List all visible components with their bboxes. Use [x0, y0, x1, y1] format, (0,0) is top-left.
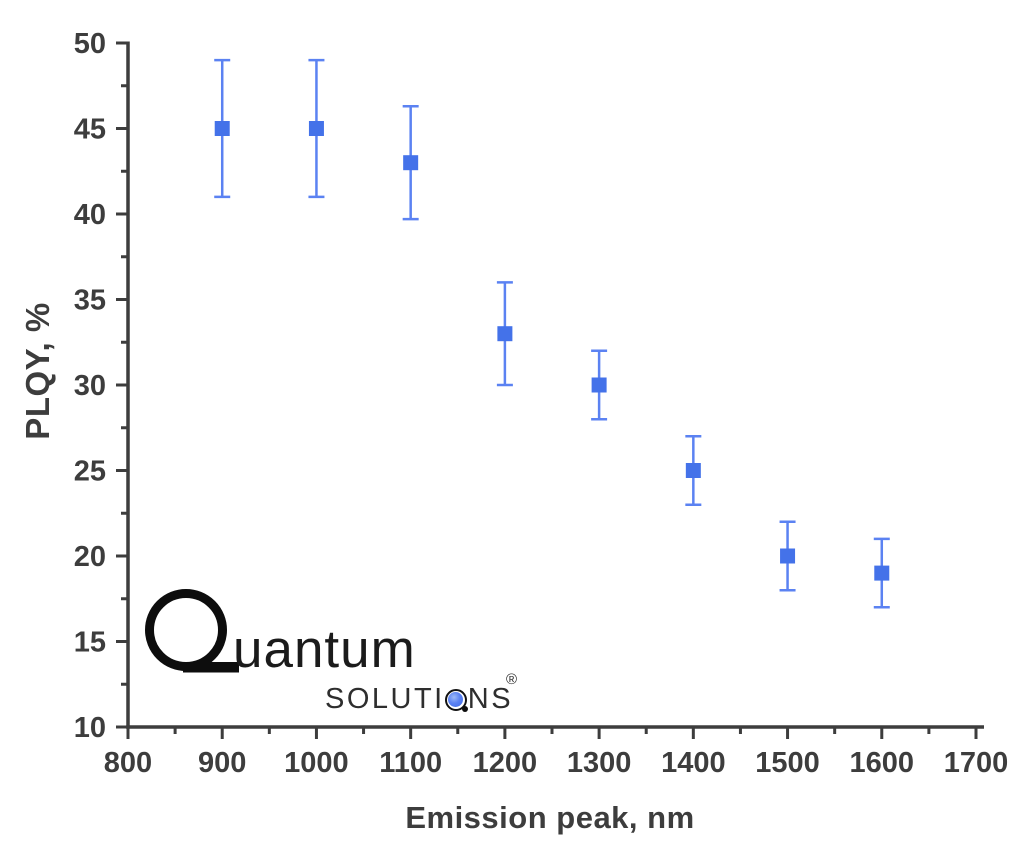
- x-tick-label-1400: 1400: [661, 747, 726, 779]
- y-tick-label-30: 30: [74, 370, 106, 402]
- x-tick-label-900: 900: [198, 747, 246, 779]
- data-point-marker: [685, 463, 701, 478]
- x-tick-label-1000: 1000: [284, 747, 349, 779]
- data-point-marker: [874, 565, 890, 581]
- data-point-marker: [214, 121, 230, 136]
- data-point-marker: [403, 155, 419, 171]
- y-tick-label-45: 45: [74, 114, 106, 146]
- y-tick-label-15: 15: [74, 627, 106, 659]
- data-point-marker: [308, 121, 324, 136]
- x-tick-label-1600: 1600: [850, 747, 915, 779]
- x-tick-label-1300: 1300: [567, 747, 632, 779]
- y-tick-label-50: 50: [74, 28, 106, 60]
- x-tick-label-1100: 1100: [379, 747, 442, 779]
- data-point-marker: [780, 548, 796, 564]
- data-point-marker: [591, 377, 607, 393]
- y-tick-label-10: 10: [74, 712, 106, 744]
- y-tick-label-25: 25: [74, 456, 106, 488]
- y-axis-label: PLQY, %: [19, 302, 56, 440]
- x-tick-label-800: 800: [104, 747, 152, 779]
- x-tick-label-1700: 1700: [944, 747, 1009, 779]
- x-tick-label-1500: 1500: [755, 747, 820, 779]
- x-tick-label-1200: 1200: [473, 747, 538, 779]
- y-tick-label-35: 35: [74, 285, 106, 317]
- x-axis-label: Emission peak, nm: [405, 800, 695, 835]
- y-tick-label-40: 40: [74, 199, 106, 231]
- data-point-marker: [497, 326, 513, 342]
- y-tick-label-20: 20: [74, 541, 106, 573]
